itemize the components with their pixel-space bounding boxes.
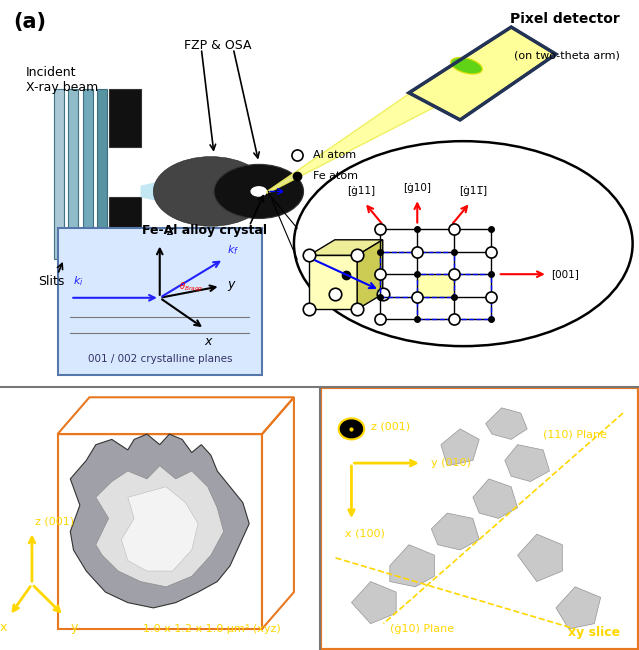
Text: (ġ10) Plane: (ġ10) Plane bbox=[390, 624, 454, 634]
Text: 001 / 002 crystalline planes: 001 / 002 crystalline planes bbox=[88, 354, 232, 363]
Text: z: z bbox=[166, 225, 173, 238]
Text: x: x bbox=[204, 335, 212, 348]
Text: [001]: [001] bbox=[551, 269, 579, 280]
Bar bbox=[380, 252, 454, 296]
Circle shape bbox=[185, 176, 237, 207]
Text: (on two-theta arm): (on two-theta arm) bbox=[514, 50, 620, 60]
Circle shape bbox=[174, 169, 248, 214]
Circle shape bbox=[169, 166, 253, 217]
Bar bbox=[417, 274, 491, 319]
Bar bbox=[68, 89, 78, 259]
Text: Al atom: Al atom bbox=[313, 150, 356, 160]
Polygon shape bbox=[505, 445, 550, 482]
Polygon shape bbox=[96, 465, 224, 587]
Polygon shape bbox=[390, 545, 435, 587]
Polygon shape bbox=[357, 240, 383, 309]
Bar bbox=[58, 228, 262, 375]
Ellipse shape bbox=[450, 57, 482, 74]
Text: (110) Plane: (110) Plane bbox=[543, 430, 607, 439]
Text: $\theta_{Bragg}$: $\theta_{Bragg}$ bbox=[179, 281, 203, 294]
Polygon shape bbox=[121, 487, 198, 571]
Polygon shape bbox=[309, 240, 383, 255]
Text: (a): (a) bbox=[13, 12, 46, 32]
Polygon shape bbox=[431, 513, 479, 550]
Bar bbox=[417, 274, 454, 296]
Bar bbox=[54, 89, 64, 259]
Polygon shape bbox=[70, 434, 249, 608]
Text: Fe-Al alloy crystal: Fe-Al alloy crystal bbox=[142, 224, 267, 237]
Polygon shape bbox=[486, 408, 527, 439]
Polygon shape bbox=[309, 255, 357, 309]
Bar bbox=[97, 89, 107, 259]
Text: y: y bbox=[227, 278, 235, 291]
Circle shape bbox=[190, 179, 232, 204]
Circle shape bbox=[251, 187, 266, 196]
Circle shape bbox=[158, 160, 263, 223]
Bar bbox=[109, 89, 141, 147]
Text: y: y bbox=[70, 621, 78, 634]
Text: Slits: Slits bbox=[38, 274, 65, 287]
Polygon shape bbox=[473, 479, 518, 519]
Text: Fe atom: Fe atom bbox=[313, 171, 358, 181]
Text: x (100): x (100) bbox=[345, 529, 385, 539]
Text: x: x bbox=[0, 621, 7, 634]
Polygon shape bbox=[267, 85, 447, 194]
Polygon shape bbox=[556, 587, 601, 629]
Text: xy slice: xy slice bbox=[567, 627, 620, 640]
Text: y (010): y (010) bbox=[431, 458, 471, 468]
Polygon shape bbox=[409, 27, 556, 120]
Polygon shape bbox=[518, 534, 562, 582]
Text: 1.0 x 1.2 x 1.0 μm³ (xyz): 1.0 x 1.2 x 1.0 μm³ (xyz) bbox=[143, 624, 281, 634]
Text: z (001): z (001) bbox=[35, 516, 74, 526]
Text: Pixel detector: Pixel detector bbox=[510, 12, 620, 25]
Text: $k_f$: $k_f$ bbox=[227, 243, 239, 257]
Circle shape bbox=[164, 163, 258, 220]
Circle shape bbox=[214, 164, 304, 218]
Circle shape bbox=[153, 157, 268, 226]
Text: $k_i$: $k_i$ bbox=[73, 274, 84, 288]
Text: FZP & OSA: FZP & OSA bbox=[183, 38, 251, 51]
Text: (c): (c) bbox=[596, 395, 623, 413]
Bar bbox=[83, 89, 93, 259]
Polygon shape bbox=[351, 582, 396, 624]
Text: [ġ11]: [ġ11] bbox=[347, 187, 375, 196]
Text: z (001): z (001) bbox=[371, 421, 410, 431]
Text: Incident
X-ray beam: Incident X-ray beam bbox=[26, 66, 98, 94]
Circle shape bbox=[195, 182, 227, 201]
Polygon shape bbox=[441, 429, 479, 465]
Circle shape bbox=[180, 172, 242, 211]
Polygon shape bbox=[141, 174, 192, 209]
Circle shape bbox=[339, 419, 364, 439]
Text: (b): (b) bbox=[13, 395, 42, 413]
Text: [ġ10]: [ġ10] bbox=[403, 183, 431, 192]
Text: [ġ11̅]: [ġ11̅] bbox=[459, 187, 488, 196]
Bar bbox=[109, 197, 141, 259]
